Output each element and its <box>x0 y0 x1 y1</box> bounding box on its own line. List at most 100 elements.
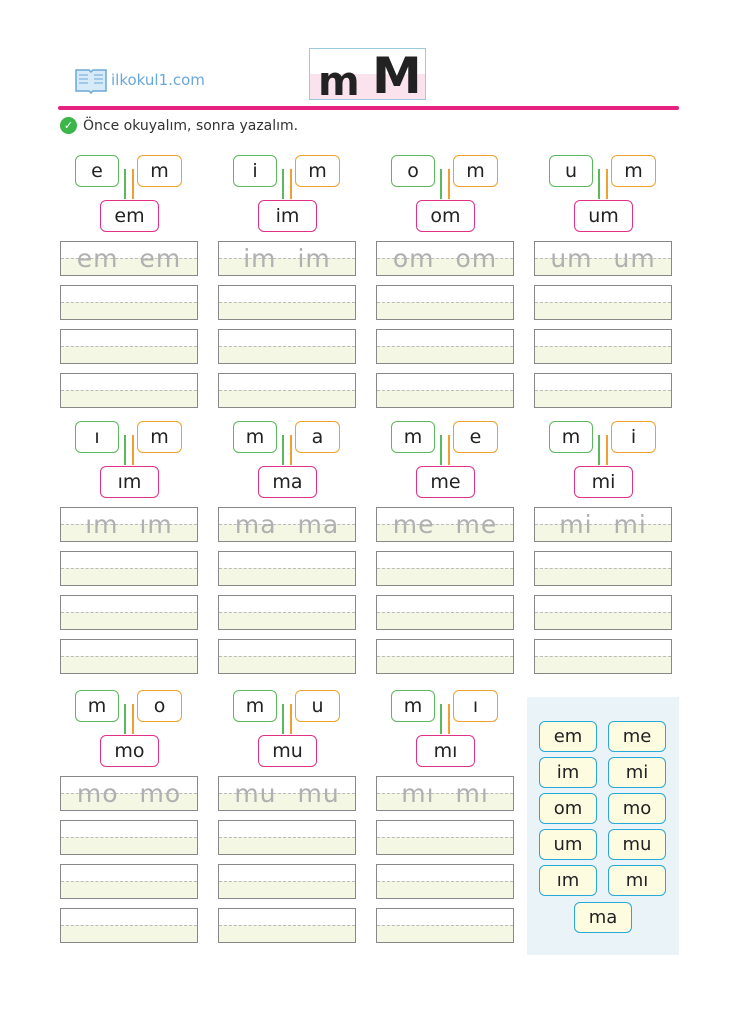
writing-line[interactable] <box>218 285 356 320</box>
letter-box-first: i <box>233 155 277 187</box>
writing-line[interactable]: mi mi <box>534 507 672 542</box>
writing-line[interactable] <box>534 639 672 674</box>
letter-box-first: m <box>75 690 119 722</box>
letter-box-second: m <box>137 155 182 187</box>
letter-box-second: a <box>295 421 340 453</box>
trace-text: me me <box>392 510 498 539</box>
writing-line[interactable]: im im <box>218 241 356 276</box>
arrow-orange-icon <box>606 169 608 199</box>
letter-box-second: ı <box>453 690 498 722</box>
arrow-orange-icon <box>132 435 134 465</box>
logo-text: ilkokul1.com <box>111 71 205 89</box>
letter-box-second: m <box>611 155 656 187</box>
letter-box-first: m <box>549 421 593 453</box>
writing-line[interactable] <box>376 373 514 408</box>
arrow-green-icon <box>124 169 126 199</box>
arrow-orange-icon <box>132 704 134 734</box>
arrow-orange-icon <box>290 169 292 199</box>
arrow-green-icon <box>598 435 600 465</box>
syllable-card: em <box>539 721 597 752</box>
syllable-card: om <box>539 793 597 824</box>
writing-line[interactable] <box>376 639 514 674</box>
syllable-box: ım <box>100 466 159 498</box>
arrow-green-icon <box>440 704 442 734</box>
letter-box-second: m <box>295 155 340 187</box>
syllable-card: mo <box>608 793 666 824</box>
trace-text: em em <box>76 244 182 273</box>
writing-line[interactable] <box>60 595 198 630</box>
syllable-card: me <box>608 721 666 752</box>
writing-line[interactable]: ma ma <box>218 507 356 542</box>
writing-line[interactable] <box>376 595 514 630</box>
writing-line[interactable] <box>60 908 198 943</box>
writing-line[interactable]: me me <box>376 507 514 542</box>
writing-line[interactable] <box>60 329 198 364</box>
syllable-box: me <box>416 466 475 498</box>
writing-line[interactable] <box>218 551 356 586</box>
instruction-text: Önce okuyalım, sonra yazalım. <box>83 117 299 134</box>
writing-line[interactable] <box>60 551 198 586</box>
writing-line[interactable] <box>218 373 356 408</box>
letter-box-second: u <box>295 690 340 722</box>
arrow-orange-icon <box>290 704 292 734</box>
writing-line[interactable] <box>376 551 514 586</box>
trace-text: mı mı <box>401 779 489 808</box>
writing-line[interactable] <box>534 551 672 586</box>
writing-line[interactable] <box>376 285 514 320</box>
writing-line[interactable] <box>60 864 198 899</box>
writing-line[interactable] <box>376 820 514 855</box>
letter-box-first: u <box>549 155 593 187</box>
arrow-green-icon <box>440 169 442 199</box>
writing-line[interactable] <box>218 820 356 855</box>
arrow-green-icon <box>282 169 284 199</box>
syllable-card: ım <box>539 865 597 896</box>
syllable-box: mo <box>100 735 159 767</box>
header-divider <box>58 106 679 110</box>
letter-card: m M <box>309 47 426 105</box>
writing-line[interactable] <box>534 595 672 630</box>
writing-line[interactable]: em em <box>60 241 198 276</box>
writing-line[interactable] <box>534 373 672 408</box>
writing-line[interactable] <box>376 864 514 899</box>
writing-line[interactable] <box>218 595 356 630</box>
syllable-card: im <box>539 757 597 788</box>
letter-box-first: m <box>391 421 435 453</box>
trace-text: um um <box>550 244 656 273</box>
writing-line[interactable] <box>218 639 356 674</box>
letter-box-first: m <box>233 421 277 453</box>
writing-line[interactable]: ım ım <box>60 507 198 542</box>
arrow-green-icon <box>124 704 126 734</box>
writing-line[interactable] <box>534 285 672 320</box>
letter-box-second: i <box>611 421 656 453</box>
writing-line[interactable]: om om <box>376 241 514 276</box>
arrow-green-icon <box>124 435 126 465</box>
syllable-box: mu <box>258 735 317 767</box>
syllable-panel: em me im mi om mo um mu ım mı ma <box>527 697 679 955</box>
syllable-card: mi <box>608 757 666 788</box>
arrow-green-icon <box>440 435 442 465</box>
arrow-green-icon <box>282 704 284 734</box>
writing-line[interactable] <box>60 820 198 855</box>
arrow-orange-icon <box>290 435 292 465</box>
writing-line[interactable]: mı mı <box>376 776 514 811</box>
trace-text: im im <box>243 244 331 273</box>
instruction: ✓ Önce okuyalım, sonra yazalım. <box>60 117 298 134</box>
writing-line[interactable] <box>534 329 672 364</box>
writing-line[interactable] <box>376 908 514 943</box>
arrow-orange-icon <box>606 435 608 465</box>
writing-line[interactable] <box>218 908 356 943</box>
writing-line[interactable] <box>60 639 198 674</box>
syllable-card: mu <box>608 829 666 860</box>
writing-line[interactable]: um um <box>534 241 672 276</box>
syllable-card: mı <box>608 865 666 896</box>
writing-line[interactable] <box>60 285 198 320</box>
writing-line[interactable] <box>218 329 356 364</box>
writing-line[interactable]: mo mo <box>60 776 198 811</box>
writing-line[interactable]: mu mu <box>218 776 356 811</box>
writing-line[interactable] <box>218 864 356 899</box>
arrow-orange-icon <box>448 435 450 465</box>
check-icon: ✓ <box>60 117 77 134</box>
syllable-box: mi <box>574 466 633 498</box>
writing-line[interactable] <box>376 329 514 364</box>
writing-line[interactable] <box>60 373 198 408</box>
